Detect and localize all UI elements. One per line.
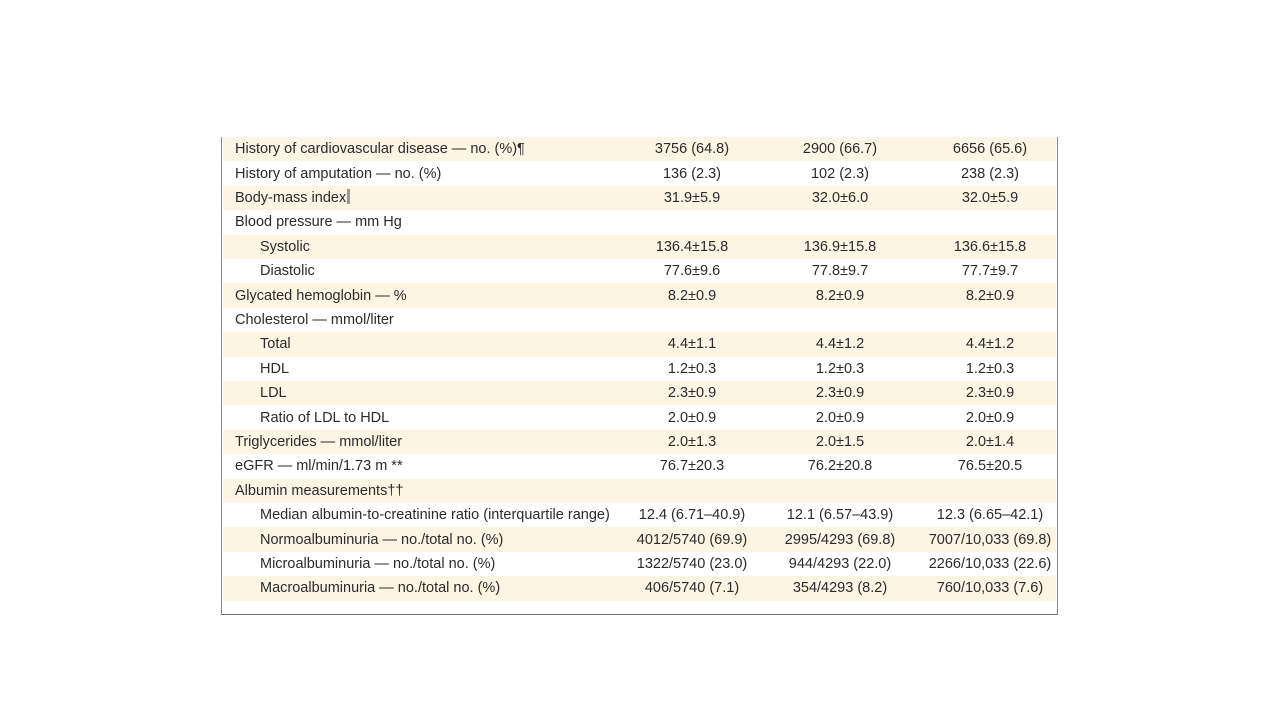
row-label: Blood pressure — mm Hg — [235, 214, 402, 231]
value-cell-col3: 76.5±20.5 — [957, 458, 1023, 475]
row-label: Diastolic — [260, 263, 315, 280]
table-row: Triglycerides — mmol/liter 2.0±1.3 2.0±1.5… — [223, 429, 1056, 455]
value-cell-col1: 136.4±15.8 — [655, 238, 729, 255]
value-cell-col1: 8.2±0.9 — [667, 287, 717, 304]
value-cell-col1: 12.4 (6.71–40.9) — [638, 507, 746, 524]
table-row: Cholesterol — mmol/liter — [223, 308, 1056, 332]
table-row: Macroalbuminuria — no./total no. (%) 406/… — [223, 576, 1056, 601]
value-cell-col3: 2.3±0.9 — [965, 385, 1015, 402]
row-label: Normoalbuminuria — no./total no. (%) — [260, 531, 504, 548]
row-label: eGFR — ml/min/1.73 m ** — [235, 458, 403, 475]
table-row: LDL 2.3±0.9 2.3±0.9 2.3±0.9 — [223, 381, 1056, 406]
row-label: History of amputation — no. (%) — [235, 165, 442, 182]
row-label: History of cardiovascular disease — no. … — [235, 141, 525, 158]
value-cell-col2: 77.8±9.7 — [811, 263, 869, 280]
value-cell-col1: 2.3±0.9 — [667, 385, 717, 402]
value-cell-col3: 136.6±15.8 — [953, 238, 1027, 255]
table-row: Total 4.4±1.1 4.4±1.2 4.4±1.2 — [223, 332, 1056, 357]
value-cell-col3: 7007/10,033 (69.8) — [928, 531, 1052, 548]
value-cell-col1: 3756 (64.8) — [654, 141, 730, 158]
value-cell-col3: 4.4±1.2 — [965, 336, 1015, 353]
table-row: Median albumin-to-creatinine ratio (inte… — [223, 503, 1056, 527]
value-cell-col2: 2.0±0.9 — [815, 409, 865, 426]
row-label: Total — [260, 336, 291, 353]
table-row: Microalbuminuria — no./total no. (%) 1322… — [223, 552, 1056, 576]
table-row: HDL 1.2±0.3 1.2±0.3 1.2±0.3 — [223, 357, 1056, 381]
value-cell-col1: 1322/5740 (23.0) — [636, 555, 748, 572]
table-row: eGFR — ml/min/1.73 m ** 76.7±20.3 76.2±20.… — [223, 454, 1056, 478]
row-label: Albumin measurements†† — [235, 482, 404, 499]
row-label: Body-mass index — [235, 189, 351, 206]
value-cell-col2: 354/4293 (8.2) — [792, 580, 888, 597]
value-cell-col2: 32.0±6.0 — [811, 189, 869, 206]
value-cell-col1: 4012/5740 (69.9) — [636, 531, 748, 548]
row-label: HDL — [260, 360, 290, 377]
table-row: Systolic 136.4±15.8 136.9±15.8 136.6±15.8 — [223, 234, 1056, 259]
value-cell-col2: 12.1 (6.57–43.9) — [786, 507, 894, 524]
table-row: History of amputation — no. (%) 136 (2.3)… — [223, 161, 1056, 185]
row-label: Microalbuminuria — no./total no. (%) — [260, 555, 496, 572]
row-label: Systolic — [260, 238, 310, 255]
table-row: Normoalbuminuria — no./total no. (%) 4012… — [223, 527, 1056, 552]
value-cell-col1: 4.4±1.1 — [667, 336, 717, 353]
value-cell-col3: 2.0±1.4 — [965, 433, 1015, 450]
table-row: Diastolic 77.6±9.6 77.8±9.7 77.7±9.7 — [223, 259, 1056, 283]
value-cell-col3: 12.3 (6.65–42.1) — [936, 507, 1044, 524]
value-cell-col3: 760/10,033 (7.6) — [936, 580, 1044, 597]
value-cell-col1: 136 (2.3) — [662, 165, 722, 182]
value-cell-col2: 2900 (66.7) — [802, 141, 878, 158]
value-cell-col3: 77.7±9.7 — [961, 263, 1019, 280]
data-table: History of cardiovascular disease — no. … — [221, 137, 1058, 615]
value-cell-col2: 2.0±1.5 — [815, 433, 865, 450]
value-cell-col3: 32.0±5.9 — [961, 189, 1019, 206]
value-cell-col1: 1.2±0.3 — [667, 360, 717, 377]
row-label: Triglycerides — mmol/liter — [235, 433, 403, 450]
table-row: Albumin measurements†† — [223, 478, 1056, 503]
value-cell-col3: 8.2±0.9 — [965, 287, 1015, 304]
value-cell-col3: 1.2±0.3 — [965, 360, 1015, 377]
row-label: Cholesterol — mmol/liter — [235, 311, 394, 328]
value-cell-col3: 6656 (65.6) — [952, 141, 1028, 158]
row-label: Median albumin-to-creatinine ratio (inte… — [260, 507, 610, 524]
value-cell-col1: 77.6±9.6 — [663, 263, 721, 280]
value-cell-col2: 944/4293 (22.0) — [788, 555, 892, 572]
footnote-bar-mark — [347, 189, 351, 205]
value-cell-col1: 76.7±20.3 — [659, 458, 725, 475]
value-cell-col3: 238 (2.3) — [960, 165, 1020, 182]
value-cell-col2: 136.9±15.8 — [803, 238, 877, 255]
value-cell-col2: 76.2±20.8 — [807, 458, 873, 475]
table-row: Blood pressure — mm Hg — [223, 210, 1056, 234]
value-cell-col1: 406/5740 (7.1) — [644, 580, 740, 597]
row-label: Glycated hemoglobin — % — [235, 287, 407, 304]
value-cell-col3: 2266/10,033 (22.6) — [928, 555, 1052, 572]
row-label: Ratio of LDL to HDL — [260, 409, 390, 426]
value-cell-col2: 8.2±0.9 — [815, 287, 865, 304]
table-row: History of cardiovascular disease — no. … — [223, 137, 1056, 162]
value-cell-col2: 102 (2.3) — [810, 165, 870, 182]
table-row: Glycated hemoglobin — % 8.2±0.9 8.2±0.9 8.2… — [223, 283, 1056, 308]
table-row: Body-mass index 31.9±5.9 32.0±6.0 32.0±5.9 — [223, 185, 1056, 211]
row-label: LDL — [260, 385, 287, 402]
value-cell-col3: 2.0±0.9 — [965, 409, 1015, 426]
value-cell-col1: 2.0±1.3 — [667, 433, 717, 450]
value-cell-col2: 4.4±1.2 — [815, 336, 865, 353]
value-cell-col2: 2995/4293 (69.8) — [784, 531, 896, 548]
table-row: Ratio of LDL to HDL 2.0±0.9 2.0±0.9 2.0±0.9 — [223, 405, 1056, 429]
value-cell-col1: 2.0±0.9 — [667, 409, 717, 426]
row-label: Macroalbuminuria — no./total no. (%) — [260, 580, 501, 597]
value-cell-col2: 1.2±0.3 — [815, 360, 865, 377]
value-cell-col2: 2.3±0.9 — [815, 385, 865, 402]
value-cell-col1: 31.9±5.9 — [663, 189, 721, 206]
